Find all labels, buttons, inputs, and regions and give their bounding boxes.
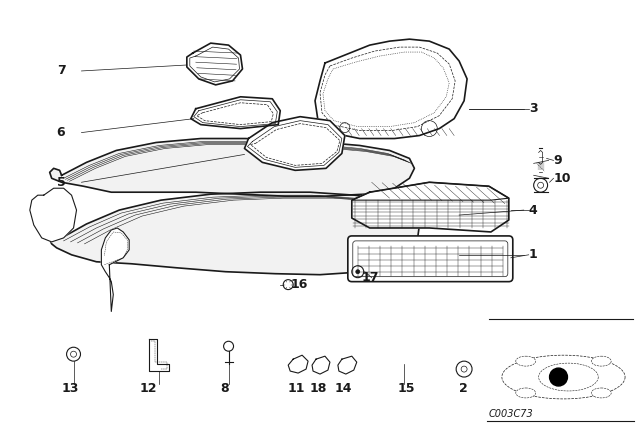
Polygon shape	[191, 97, 280, 129]
Polygon shape	[187, 43, 243, 85]
Polygon shape	[101, 228, 129, 311]
Polygon shape	[50, 138, 415, 196]
Text: 15: 15	[397, 383, 415, 396]
Ellipse shape	[591, 356, 611, 366]
Text: 13: 13	[61, 383, 79, 396]
Text: 7: 7	[57, 65, 65, 78]
Ellipse shape	[591, 388, 611, 398]
Text: 5: 5	[57, 176, 65, 189]
Text: C003C73: C003C73	[489, 409, 534, 419]
Ellipse shape	[516, 356, 536, 366]
Polygon shape	[244, 116, 345, 170]
Polygon shape	[30, 188, 77, 242]
Polygon shape	[338, 356, 356, 374]
Text: 8: 8	[221, 383, 229, 396]
Text: 9: 9	[554, 154, 562, 167]
Text: 18: 18	[310, 383, 328, 396]
Text: 12: 12	[139, 383, 157, 396]
Circle shape	[550, 368, 568, 386]
Text: 10: 10	[554, 172, 571, 185]
Circle shape	[356, 270, 360, 274]
Text: 2: 2	[459, 383, 468, 396]
Polygon shape	[315, 39, 467, 138]
Text: 11: 11	[287, 383, 305, 396]
Polygon shape	[312, 356, 330, 374]
Text: 6: 6	[57, 126, 65, 139]
Text: 16: 16	[290, 278, 308, 291]
Text: 17: 17	[362, 271, 380, 284]
Text: 3: 3	[529, 102, 538, 115]
Text: 14: 14	[335, 383, 353, 396]
FancyBboxPatch shape	[353, 241, 508, 277]
FancyBboxPatch shape	[348, 236, 513, 282]
Text: 1: 1	[529, 248, 538, 261]
Polygon shape	[50, 192, 419, 275]
Polygon shape	[352, 182, 509, 232]
Ellipse shape	[516, 388, 536, 398]
Text: 4: 4	[529, 203, 538, 216]
Polygon shape	[288, 355, 308, 373]
